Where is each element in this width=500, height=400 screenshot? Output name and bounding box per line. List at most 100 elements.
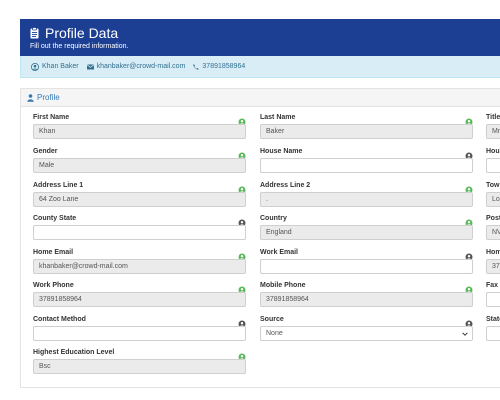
field-input[interactable]: Male bbox=[33, 158, 246, 173]
contact-name-text: Khan Baker bbox=[42, 63, 79, 70]
status-empty-icon bbox=[465, 147, 473, 160]
envelope-icon bbox=[86, 64, 94, 69]
field-work-phone: Work Phone 37891858964 bbox=[33, 281, 246, 311]
field-select[interactable]: None bbox=[260, 326, 473, 341]
field-value: Bsc bbox=[39, 363, 51, 370]
contact-summary-bar: Khan Baker khanbaker@crowd-mail.com 3789… bbox=[20, 56, 500, 78]
status-ok-icon bbox=[238, 248, 246, 261]
field-input[interactable]: . bbox=[260, 192, 473, 207]
status-empty-icon bbox=[238, 315, 246, 328]
field-input[interactable]: 64 Zoo Lane bbox=[33, 192, 246, 207]
field-label: Work Email bbox=[260, 249, 298, 256]
page-subtitle: Fill out the required information. bbox=[30, 43, 129, 50]
field-input[interactable] bbox=[33, 326, 246, 341]
user-icon bbox=[27, 93, 34, 102]
field-hom: Hom 37 bbox=[486, 248, 500, 278]
field-value: 37 bbox=[492, 263, 500, 270]
field-hous: Hous bbox=[486, 147, 500, 177]
profile-header: Profile Data Fill out the required infor… bbox=[20, 19, 500, 56]
field-value: Male bbox=[39, 162, 55, 169]
status-ok-icon bbox=[238, 147, 246, 160]
field-input[interactable]: Lo bbox=[486, 192, 500, 207]
field-value: Baker bbox=[266, 128, 285, 135]
field-label: Hom bbox=[486, 249, 500, 256]
field-label: Post bbox=[486, 215, 500, 222]
field-value: Lo bbox=[492, 196, 500, 203]
status-ok-icon bbox=[465, 113, 473, 126]
field-input[interactable] bbox=[260, 158, 473, 173]
field-label: Source bbox=[260, 316, 284, 323]
field-label: Country bbox=[260, 215, 287, 222]
field-input[interactable]: khanbaker@crowd-mail.com bbox=[33, 259, 246, 274]
field-fax-n: Fax N bbox=[486, 281, 500, 311]
status-ok-icon bbox=[238, 113, 246, 126]
field-label: First Name bbox=[33, 114, 70, 121]
field-state: State bbox=[486, 315, 500, 345]
field-contact-method: Contact Method bbox=[33, 315, 246, 345]
status-empty-icon bbox=[465, 248, 473, 261]
field-input[interactable]: England bbox=[260, 225, 473, 240]
field-label: Hous bbox=[486, 148, 500, 155]
field-label: Title bbox=[486, 114, 500, 121]
clipboard-icon bbox=[30, 27, 39, 39]
field-work-email: Work Email bbox=[260, 248, 473, 278]
status-ok-icon bbox=[238, 181, 246, 194]
contact-email[interactable]: khanbaker@crowd-mail.com bbox=[86, 63, 185, 70]
status-ok-icon bbox=[465, 214, 473, 227]
field-value: None bbox=[266, 330, 283, 337]
field-title: Title Mr bbox=[486, 113, 500, 143]
field-label: Gender bbox=[33, 148, 58, 155]
field-input[interactable]: Bsc bbox=[33, 359, 246, 374]
field-label: Mobile Phone bbox=[260, 282, 306, 289]
field-source: Source None bbox=[260, 315, 473, 345]
field-label: State bbox=[486, 316, 500, 323]
field-input[interactable] bbox=[486, 292, 500, 307]
field-value: England bbox=[266, 229, 292, 236]
status-ok-icon bbox=[238, 281, 246, 294]
field-value: 64 Zoo Lane bbox=[39, 196, 79, 203]
field-value: 37891858964 bbox=[266, 296, 309, 303]
field-label: Address Line 2 bbox=[260, 182, 311, 189]
field-post: Post NV bbox=[486, 214, 500, 244]
status-ok-icon bbox=[465, 181, 473, 194]
field-address-line-1: Address Line 1 64 Zoo Lane bbox=[33, 181, 246, 211]
field-value: Khan bbox=[39, 128, 56, 135]
field-input[interactable]: Khan bbox=[33, 124, 246, 139]
chevron-down-icon bbox=[462, 332, 468, 336]
field-label: County State bbox=[33, 215, 77, 222]
profile-panel-header: Profile bbox=[21, 89, 500, 107]
field-value: NV bbox=[492, 229, 500, 236]
field-label: Address Line 1 bbox=[33, 182, 84, 189]
status-ok-icon bbox=[238, 348, 246, 361]
field-value: khanbaker@crowd-mail.com bbox=[39, 263, 128, 270]
field-input[interactable]: NV bbox=[486, 225, 500, 240]
field-house-name: House Name bbox=[260, 147, 473, 177]
field-input[interactable] bbox=[486, 158, 500, 173]
field-value: Mr bbox=[492, 128, 500, 135]
field-label: House Name bbox=[260, 148, 303, 155]
field-first-name: First Name Khan bbox=[33, 113, 246, 143]
profile-panel: Profile bbox=[20, 88, 500, 388]
field-county-state: County State bbox=[33, 214, 246, 244]
field-value: . bbox=[266, 196, 268, 203]
contact-phone[interactable]: 37891858964 bbox=[193, 63, 245, 70]
field-mobile-phone: Mobile Phone 37891858964 bbox=[260, 281, 473, 311]
field-input[interactable] bbox=[260, 259, 473, 274]
status-empty-icon bbox=[465, 315, 473, 328]
user-circle-icon bbox=[31, 62, 39, 71]
field-input[interactable]: Baker bbox=[260, 124, 473, 139]
field-input[interactable]: 37891858964 bbox=[260, 292, 473, 307]
field-label: Town bbox=[486, 182, 500, 189]
status-ok-icon bbox=[465, 281, 473, 294]
field-input[interactable]: 37891858964 bbox=[33, 292, 246, 307]
field-input[interactable]: 37 bbox=[486, 259, 500, 274]
phone-icon bbox=[193, 63, 200, 70]
field-input[interactable] bbox=[33, 225, 246, 240]
field-input[interactable] bbox=[486, 326, 500, 341]
field-label: Work Phone bbox=[33, 282, 74, 289]
profile-panel-title: Profile bbox=[37, 93, 60, 102]
status-empty-icon bbox=[238, 214, 246, 227]
field-input[interactable]: Mr bbox=[486, 124, 500, 139]
field-label: Home Email bbox=[33, 249, 74, 256]
